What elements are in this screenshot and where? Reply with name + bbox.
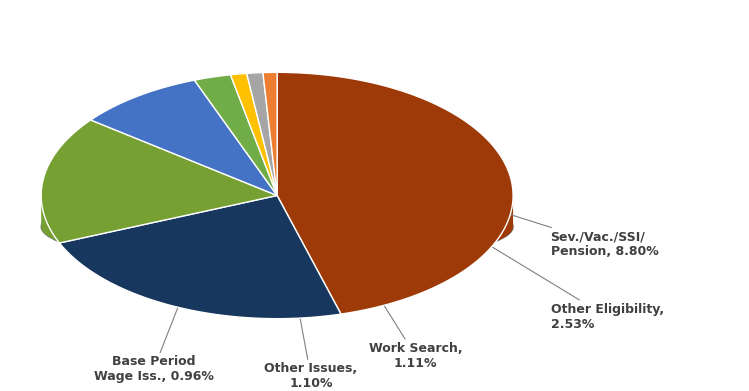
Polygon shape <box>195 75 277 196</box>
Text: Other Issues,
1.10%: Other Issues, 1.10% <box>255 73 357 390</box>
Text: Separation Issues,
16.80%: Separation Issues, 16.80% <box>358 189 488 217</box>
Text: Base Period
Wage Iss., 0.96%: Base Period Wage Iss., 0.96% <box>94 72 270 384</box>
Polygon shape <box>59 196 341 319</box>
Ellipse shape <box>41 188 513 266</box>
Polygon shape <box>277 196 341 264</box>
Polygon shape <box>246 73 277 196</box>
Polygon shape <box>263 72 277 196</box>
Polygon shape <box>341 196 513 264</box>
Polygon shape <box>59 196 277 242</box>
Text: Work Search,
1.11%: Work Search, 1.11% <box>238 74 463 370</box>
Polygon shape <box>277 72 513 314</box>
Polygon shape <box>91 80 277 196</box>
Polygon shape <box>59 196 277 242</box>
Polygon shape <box>41 196 59 242</box>
Text: Other Eligibility,
2.53%: Other Eligibility, 2.53% <box>212 77 664 331</box>
Text: Able + Available,
23.06%: Able + Available, 23.06% <box>266 240 386 268</box>
Polygon shape <box>231 74 277 196</box>
Polygon shape <box>59 211 341 266</box>
Polygon shape <box>277 196 341 264</box>
Polygon shape <box>41 120 277 243</box>
Text: Benefit Year
Earnings, 45.64%: Benefit Year Earnings, 45.64% <box>100 181 222 210</box>
Text: Sev./Vac./SSI/
Pension, 8.80%: Sev./Vac./SSI/ Pension, 8.80% <box>137 96 658 258</box>
